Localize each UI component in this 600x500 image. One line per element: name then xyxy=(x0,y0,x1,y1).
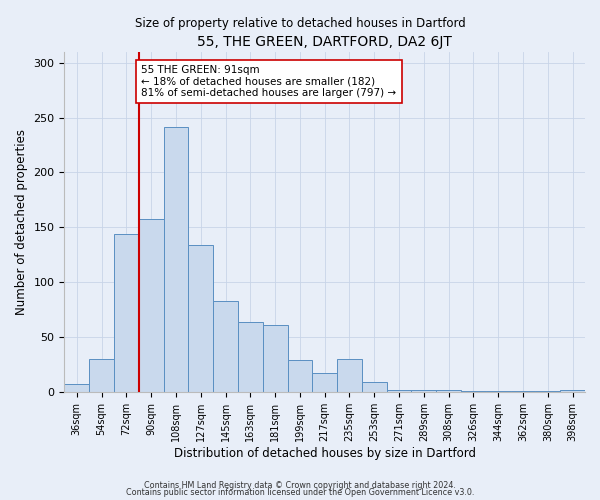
Bar xyxy=(436,390,461,392)
Bar xyxy=(238,322,263,392)
Bar xyxy=(511,391,535,392)
Bar xyxy=(164,128,188,392)
X-axis label: Distribution of detached houses by size in Dartford: Distribution of detached houses by size … xyxy=(174,447,476,460)
Text: Contains public sector information licensed under the Open Government Licence v3: Contains public sector information licen… xyxy=(126,488,474,497)
Text: Contains HM Land Registry data © Crown copyright and database right 2024.: Contains HM Land Registry data © Crown c… xyxy=(144,480,456,490)
Bar xyxy=(139,218,164,392)
Bar xyxy=(337,360,362,392)
Title: 55, THE GREEN, DARTFORD, DA2 6JT: 55, THE GREEN, DARTFORD, DA2 6JT xyxy=(197,35,452,49)
Bar xyxy=(560,390,585,392)
Bar xyxy=(188,245,213,392)
Bar xyxy=(362,382,386,392)
Bar xyxy=(535,391,560,392)
Bar xyxy=(213,301,238,392)
Bar xyxy=(486,391,511,392)
Bar xyxy=(114,234,139,392)
Bar xyxy=(287,360,313,392)
Y-axis label: Number of detached properties: Number of detached properties xyxy=(15,129,28,315)
Bar xyxy=(64,384,89,392)
Bar xyxy=(313,372,337,392)
Bar xyxy=(412,390,436,392)
Bar xyxy=(89,360,114,392)
Bar xyxy=(386,390,412,392)
Bar xyxy=(461,391,486,392)
Bar xyxy=(263,326,287,392)
Text: Size of property relative to detached houses in Dartford: Size of property relative to detached ho… xyxy=(134,18,466,30)
Text: 55 THE GREEN: 91sqm
← 18% of detached houses are smaller (182)
81% of semi-detac: 55 THE GREEN: 91sqm ← 18% of detached ho… xyxy=(141,64,397,98)
